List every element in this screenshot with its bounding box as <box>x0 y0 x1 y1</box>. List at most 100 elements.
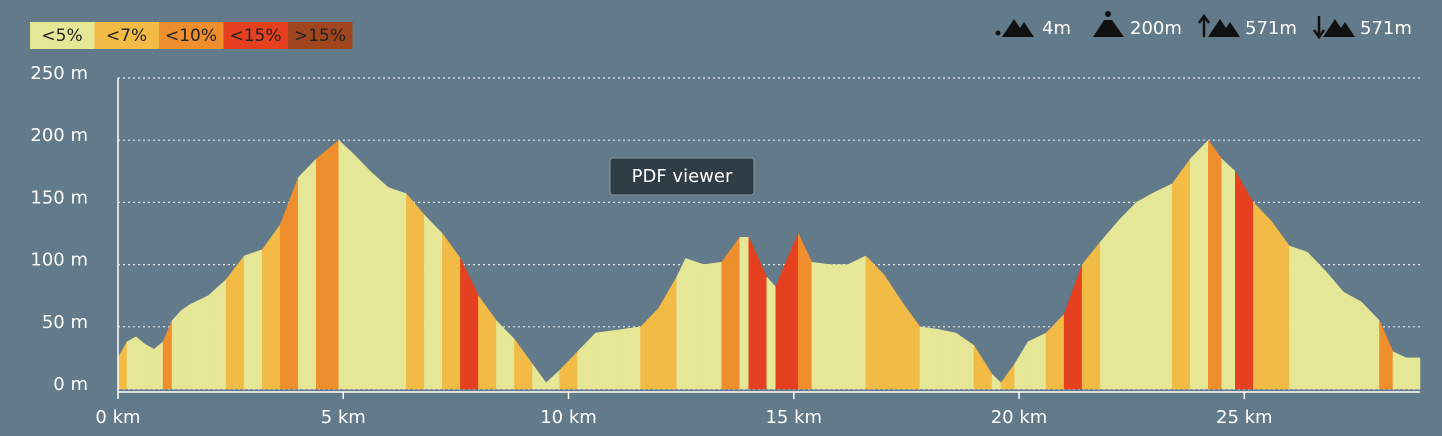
profile-segment <box>297 158 317 390</box>
icon <box>1323 19 1355 37</box>
stats: 4m 200m 571m 571m <box>995 11 1412 40</box>
legend-swatch <box>30 22 95 49</box>
profile-segment <box>460 258 479 390</box>
profile-segment <box>1135 192 1155 390</box>
profile-segment <box>622 326 641 390</box>
profile-segment <box>1099 220 1119 390</box>
profile-segment <box>1221 158 1236 390</box>
profile-segment <box>545 369 560 390</box>
legend-swatch <box>159 22 224 49</box>
profile-segment <box>1325 270 1344 390</box>
x-tick-label: 10 km <box>540 407 597 428</box>
profile-segment <box>315 139 340 390</box>
profile-segment <box>1081 241 1101 390</box>
profile-segment <box>919 326 939 390</box>
profile-segment <box>766 276 777 390</box>
profile-segment <box>784 233 799 390</box>
icon <box>1105 11 1111 17</box>
profile-segment <box>937 328 957 390</box>
x-tick-label: 15 km <box>765 407 822 428</box>
profile-segment <box>775 264 786 390</box>
stat-min: 4m <box>1042 18 1071 39</box>
profile-segment <box>991 373 1002 390</box>
legend-label: <5% <box>41 26 82 46</box>
y-tick-label: 200 m <box>30 125 88 146</box>
profile-segment <box>811 261 831 390</box>
legend-label: <15% <box>229 26 281 46</box>
profile-segment <box>640 307 659 390</box>
profile-segment <box>370 170 389 390</box>
legend-swatch <box>288 22 353 49</box>
profile-segment <box>829 264 849 390</box>
profile-segment <box>207 278 227 390</box>
profile-segment <box>798 233 813 390</box>
legend-swatch <box>223 22 288 49</box>
profile-segment <box>721 236 740 390</box>
profile-segment <box>973 344 993 390</box>
legend: <5% <7% <10% <15% >15% <box>30 22 353 49</box>
profile-segment <box>406 193 425 390</box>
profile-segment <box>1045 313 1065 390</box>
profile-segment <box>1117 201 1137 390</box>
stat-ascent: 571m <box>1245 18 1297 39</box>
profile-segment <box>144 343 155 390</box>
profile-segment <box>955 332 975 390</box>
profile-segment <box>1307 251 1326 390</box>
profile-segment <box>261 224 281 390</box>
icon <box>1197 13 1211 37</box>
profile-segment <box>901 301 921 390</box>
icon <box>1312 16 1326 40</box>
profile-segment <box>1063 264 1083 390</box>
profile-segment <box>171 309 182 390</box>
profile-segment <box>658 276 677 390</box>
profile-segment <box>559 351 578 390</box>
icon <box>1208 19 1240 37</box>
profile-segment <box>180 303 191 390</box>
tooltip-box <box>609 157 755 196</box>
profile-segment <box>388 187 407 390</box>
profile-segment <box>1027 332 1047 390</box>
profile-segment <box>496 319 515 390</box>
x-tick-label: 25 km <box>1216 407 1273 428</box>
profile-segment <box>685 258 704 390</box>
profile-segment <box>1289 245 1308 390</box>
y-tick-label: 250 m <box>30 63 88 84</box>
x-tick-label: 20 km <box>991 407 1048 428</box>
profile-segment <box>748 237 767 390</box>
profile-segment <box>225 255 245 390</box>
y-tick-label: 150 m <box>30 187 88 208</box>
profile-segment <box>532 363 547 390</box>
profile-segment <box>1189 139 1209 390</box>
legend-label: >15% <box>294 26 346 46</box>
profile-segment <box>1406 357 1421 390</box>
profile-segment <box>1208 139 1223 390</box>
profile-segment <box>739 236 749 390</box>
profile-segment <box>162 320 173 390</box>
profile-segment <box>883 273 903 390</box>
profile-segment <box>117 340 128 390</box>
legend-label: <10% <box>165 26 217 46</box>
profile-segment <box>338 139 353 390</box>
profile-segment <box>153 341 164 390</box>
tooltip: PDF viewer <box>609 157 755 196</box>
profile-segment <box>1343 291 1362 390</box>
profile-segment <box>1014 340 1029 390</box>
profile-segment <box>1392 351 1407 390</box>
profile-segment <box>577 332 596 390</box>
profile-segment <box>352 152 371 390</box>
icon <box>1093 20 1124 37</box>
y-tick-label: 100 m <box>30 250 88 271</box>
profile-segment <box>1379 320 1394 390</box>
stat-max: 200m <box>1130 18 1182 39</box>
profile-segment <box>478 294 497 390</box>
icon <box>1002 19 1034 37</box>
x-tick-label: 5 km <box>321 407 366 428</box>
legend-label: <7% <box>106 26 147 46</box>
profile-segment <box>442 232 461 390</box>
profile-segment <box>595 329 623 390</box>
profile-segment <box>514 338 533 390</box>
profile-segment <box>1235 170 1254 390</box>
plot-area: 0 m 50 m 100 m 150 m 200 m 250 m 0 km 5 km 10 km… <box>30 63 1421 428</box>
